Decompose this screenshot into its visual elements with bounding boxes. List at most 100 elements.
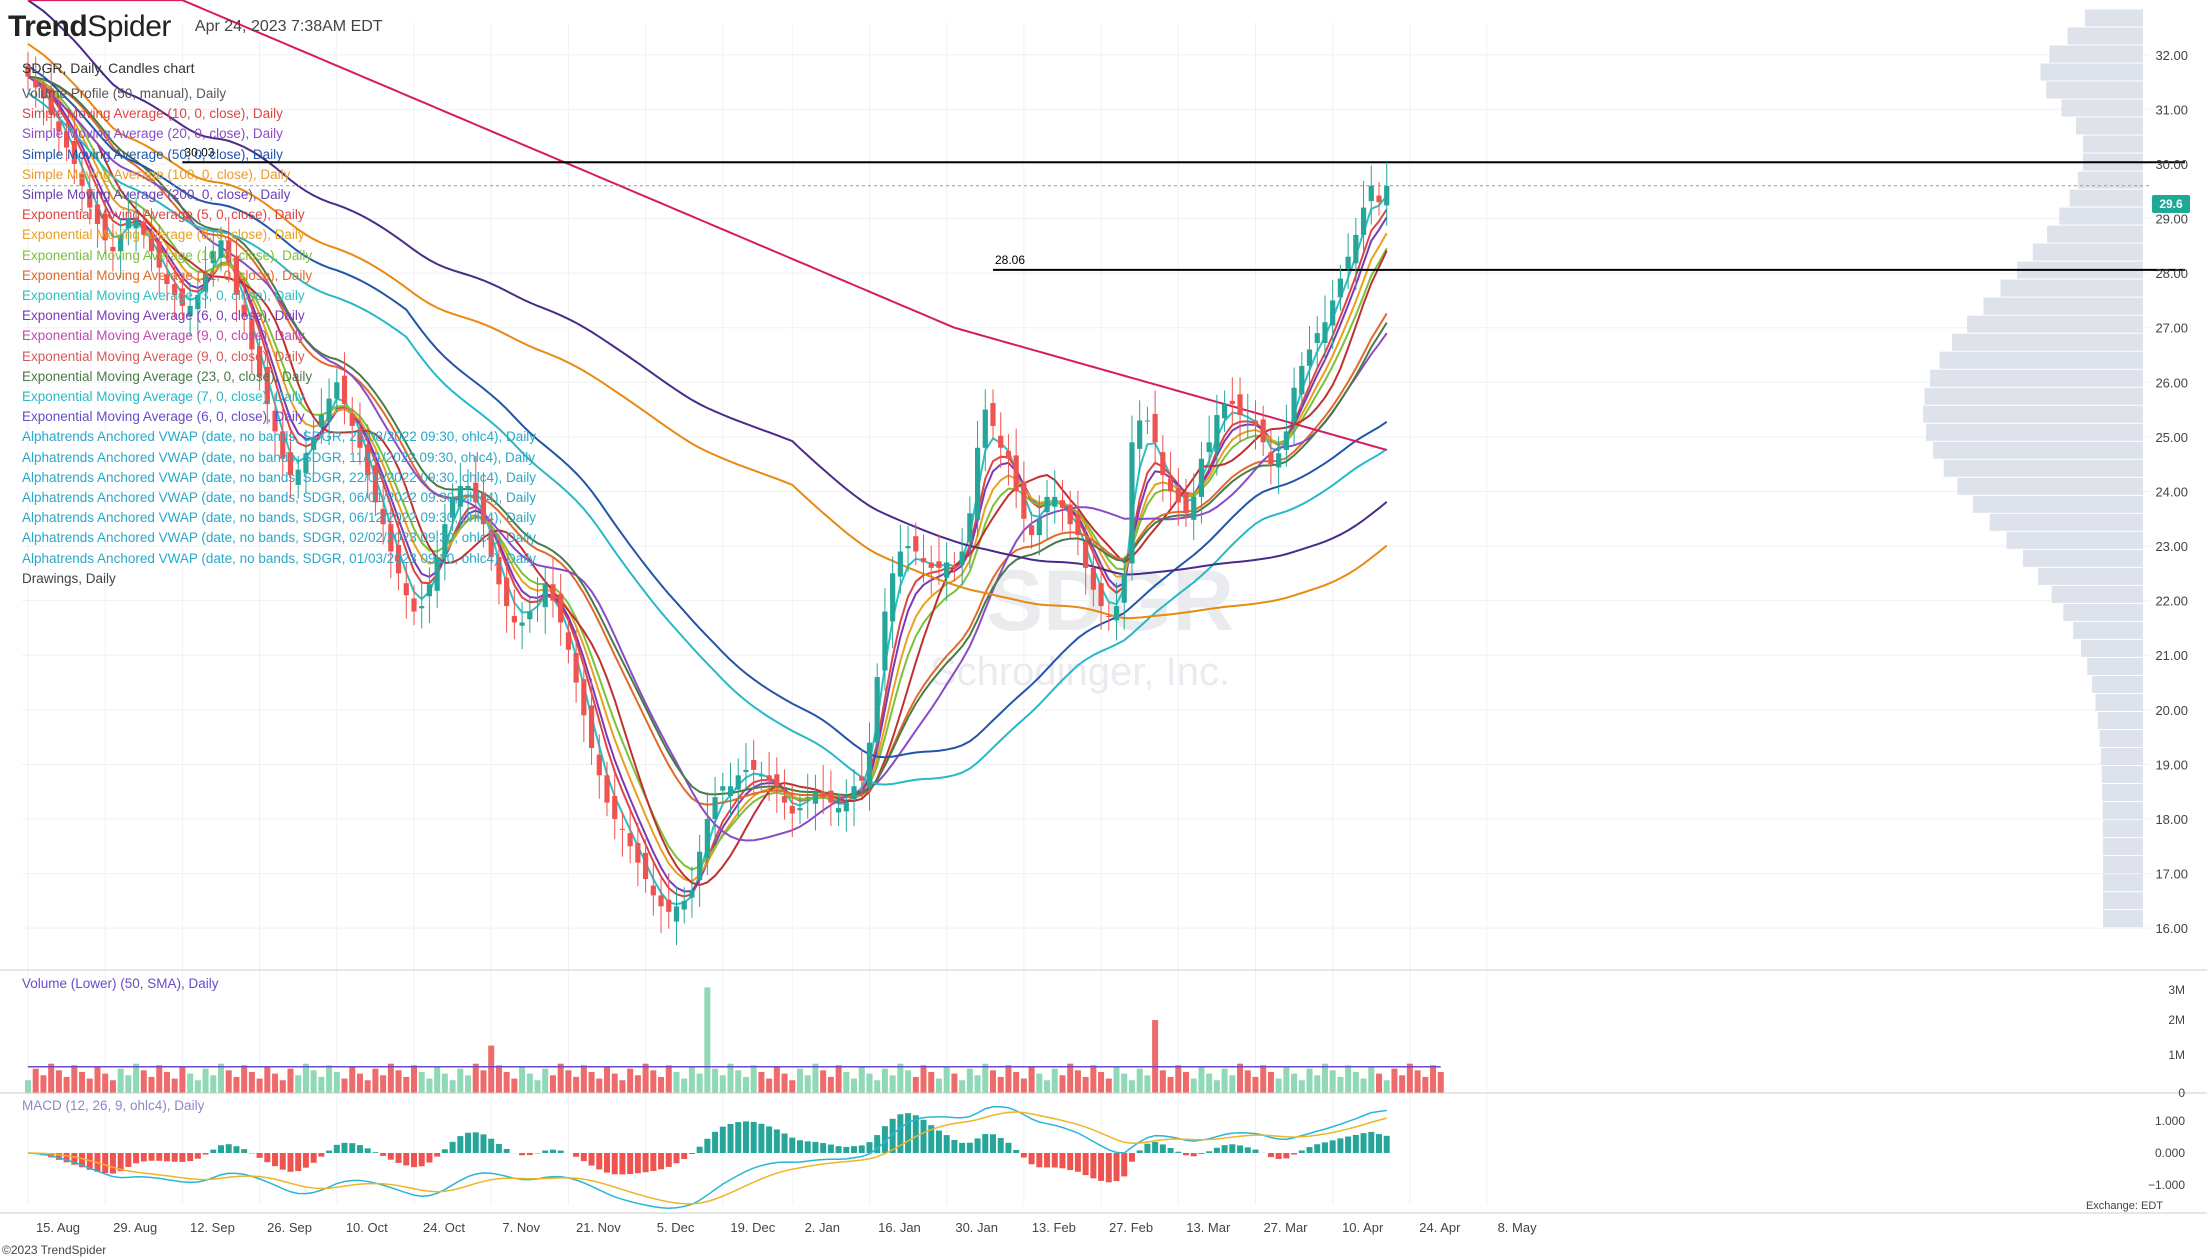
legend-item[interactable]: Exponential Moving Average (9, 0, close)…	[22, 348, 305, 364]
macd-histogram-bar	[171, 1153, 178, 1162]
legend-item[interactable]: Alphatrends Anchored VWAP (date, no band…	[22, 550, 537, 566]
candle-body	[1029, 525, 1035, 536]
legend-item[interactable]: Exponential Moving Average (6, 0, close)…	[22, 308, 305, 324]
volume-bar	[1422, 1076, 1429, 1093]
legend-item[interactable]: Alphatrends Anchored VWAP (date, no band…	[22, 490, 537, 506]
volume-bar	[55, 1070, 62, 1093]
macd-histogram-bar	[1113, 1153, 1120, 1182]
macd-histogram-bar	[125, 1153, 132, 1167]
macd-histogram-bar	[441, 1149, 448, 1153]
volume-bar	[109, 1080, 116, 1093]
candle-body	[1044, 496, 1050, 513]
candle-body	[1291, 387, 1297, 422]
macd-histogram-bar	[912, 1115, 919, 1153]
legend-item[interactable]: Exponential Moving Average (10, 0, close…	[22, 247, 313, 263]
macd-histogram-bar	[1352, 1134, 1359, 1153]
volume-bar	[248, 1071, 255, 1093]
candle-body	[388, 524, 394, 552]
candle-body	[1245, 420, 1251, 422]
axes: 32.00 31.00 30.00 29.00 28.00 27.00 26.00 25.00…	[0, 48, 2207, 1235]
legend-item[interactable]: Alphatrends Anchored VWAP (date, no band…	[22, 429, 537, 445]
moving-average-line	[27, 75, 1388, 887]
legend-item[interactable]: Alphatrends Anchored VWAP (date, no band…	[22, 449, 536, 465]
legend-item[interactable]: Simple Moving Average (100, 0, close), D…	[22, 166, 291, 182]
candle-body	[195, 294, 201, 310]
macd-histogram-bar	[449, 1141, 456, 1153]
legend-item[interactable]: Exponential Moving Average (7, 0, close)…	[22, 389, 305, 405]
x-tick-label: 15. Aug	[36, 1220, 80, 1235]
volume-bar	[1098, 1071, 1105, 1093]
macd-histogram-bar	[1044, 1153, 1051, 1168]
macd-histogram-bar	[465, 1132, 472, 1153]
candle-body	[558, 594, 564, 623]
volume-bar	[874, 1080, 881, 1093]
candle-body	[365, 444, 371, 476]
macd-histogram-bar	[951, 1139, 958, 1153]
volume-bar	[1074, 1070, 1081, 1093]
x-tick-label: 30. Jan	[955, 1220, 998, 1235]
volume-bar	[372, 1068, 379, 1093]
macd-histogram-bar	[727, 1123, 734, 1153]
legend-item[interactable]: Alphatrends Anchored VWAP (date, no band…	[22, 469, 537, 485]
candle-body	[527, 611, 533, 620]
legend-item[interactable]: Exponential Moving Average (6, 0, close)…	[22, 409, 305, 425]
candle-body	[635, 843, 641, 863]
macd-histogram-bar	[611, 1153, 618, 1175]
legend-item[interactable]: Exponential Moving Average (23, 0, close…	[22, 368, 313, 384]
candle-body	[280, 431, 286, 459]
volume-bar	[1136, 1068, 1143, 1093]
volume-axis-label: 0	[2178, 1086, 2185, 1100]
macd-histogram-bar	[187, 1153, 194, 1162]
legend-item[interactable]: Exponential Moving Average (3, 0, close)…	[22, 288, 305, 304]
candle-body	[1206, 442, 1212, 453]
legend-item[interactable]: Volume Profile (50, manual), Daily	[22, 86, 227, 101]
y-tick-label: 23.00	[2155, 539, 2188, 554]
legend-item[interactable]: Drawings, Daily	[22, 570, 116, 586]
macd-histogram-bar	[140, 1153, 147, 1162]
legend-item[interactable]: Simple Moving Average (50, 0, close), Da…	[22, 146, 283, 162]
macd-histogram-bar	[225, 1144, 232, 1153]
macd-histogram-bar	[766, 1126, 773, 1153]
macd-histogram-bar	[1267, 1153, 1274, 1158]
legend-item[interactable]: Exponential Moving Average (21, 0, close…	[22, 267, 313, 283]
x-tick-label: 13. Feb	[1032, 1220, 1076, 1235]
macd-histogram-bar	[526, 1153, 533, 1156]
macd-histogram-bar	[279, 1153, 286, 1170]
macd-histogram-bar	[557, 1150, 564, 1153]
volume-bar	[287, 1068, 294, 1093]
volume-bar	[742, 1076, 749, 1093]
volume-bar	[1229, 1075, 1236, 1093]
volume-bar	[1360, 1078, 1367, 1093]
legend-item[interactable]: Exponential Moving Average (9, 0, close)…	[22, 328, 305, 344]
volume-bar	[233, 1076, 240, 1093]
profile-bar	[2099, 730, 2143, 748]
macd-histogram-bar	[750, 1121, 757, 1153]
macd-histogram-bar	[866, 1142, 873, 1153]
legend-item[interactable]: Simple Moving Average (20, 0, close), Da…	[22, 126, 283, 142]
candle-body	[372, 465, 378, 503]
profile-bar	[2102, 910, 2143, 928]
volume-bar	[102, 1073, 109, 1093]
legend-item[interactable]: Exponential Moving Average (8, 0, close)…	[22, 227, 305, 243]
macd-histogram-bar	[851, 1146, 858, 1153]
volume-bar	[264, 1066, 271, 1093]
macd-histogram-bar	[488, 1138, 495, 1153]
volume-bar	[1020, 1078, 1027, 1093]
legend-item[interactable]: Alphatrends Anchored VWAP (date, no band…	[22, 510, 537, 526]
volume-bar	[604, 1066, 610, 1093]
macd-histogram-bar	[1098, 1153, 1105, 1181]
volume-bar	[1414, 1070, 1421, 1093]
volume-bar	[650, 1070, 657, 1093]
volume-bar	[1368, 1066, 1375, 1093]
candle-body	[179, 288, 185, 306]
candle-body	[442, 524, 448, 557]
volume-bar	[179, 1066, 186, 1093]
last-price-badge: 29.6	[2152, 195, 2190, 213]
legend-item[interactable]: Alphatrends Anchored VWAP (date, no band…	[22, 530, 537, 546]
legend-item[interactable]: Simple Moving Average (200, 0, close), D…	[22, 187, 291, 203]
candle-body	[982, 409, 988, 448]
legend-item[interactable]: Exponential Moving Average (5, 0, close)…	[22, 207, 305, 223]
legend-item[interactable]: Simple Moving Average (10, 0, close), Da…	[22, 106, 283, 122]
candle-body	[666, 899, 672, 912]
